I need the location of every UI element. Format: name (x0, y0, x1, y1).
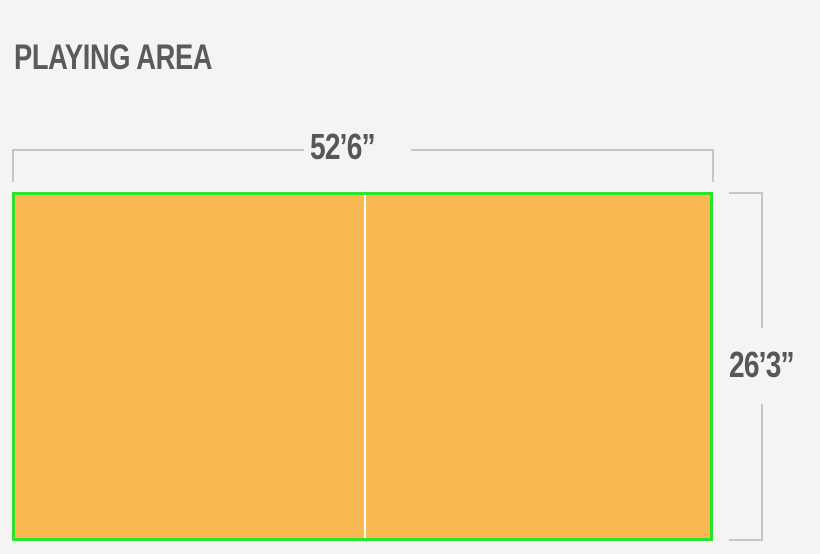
page-title: PLAYING AREA (14, 38, 213, 77)
width-dimension-line-bottom (761, 404, 763, 541)
playing-court (12, 192, 713, 541)
width-dimension-tick-top (729, 192, 763, 194)
width-dimension-tick-bottom (729, 539, 763, 541)
center-line (364, 195, 366, 538)
width-label: 26’3” (729, 344, 795, 385)
length-label: 52’6” (310, 126, 376, 167)
width-dimension-line-top (761, 192, 763, 328)
length-dimension-tick-right (712, 149, 714, 182)
length-dimension-tick-left (12, 149, 14, 182)
length-dimension-line-right (411, 149, 714, 151)
length-dimension-line-left (12, 149, 304, 151)
